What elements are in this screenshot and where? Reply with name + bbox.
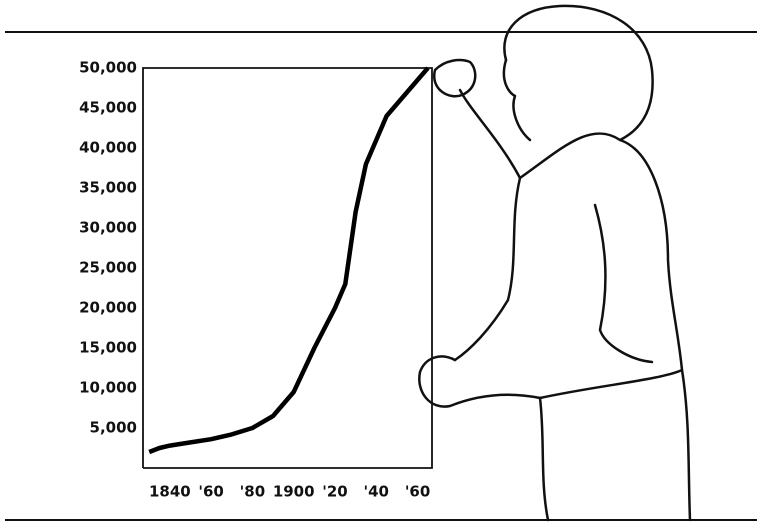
y-tick-label: 15,000 <box>79 339 137 357</box>
x-tick-label: '80 <box>240 483 265 501</box>
y-tick-label: 40,000 <box>79 139 137 157</box>
y-tick-label: 35,000 <box>79 179 137 197</box>
x-tick-label: '20 <box>322 483 347 501</box>
x-tick-label: 1840 <box>149 483 191 501</box>
y-tick-label: 10,000 <box>79 379 137 397</box>
y-tick-label: 30,000 <box>79 219 137 237</box>
x-tick-label: '60 <box>198 483 223 501</box>
y-tick-label: 20,000 <box>79 299 137 317</box>
y-tick-label: 45,000 <box>79 99 137 117</box>
y-tick-label: 5,000 <box>90 419 137 437</box>
y-tick-label: 25,000 <box>79 259 137 277</box>
x-tick-label: '60 <box>405 483 430 501</box>
data-line <box>148 66 430 455</box>
y-tick-label: 50,000 <box>79 59 137 77</box>
plot-frame <box>142 67 433 469</box>
illustration <box>418 4 692 522</box>
x-tick-label: '40 <box>364 483 389 501</box>
x-tick-label: 1900 <box>273 483 315 501</box>
